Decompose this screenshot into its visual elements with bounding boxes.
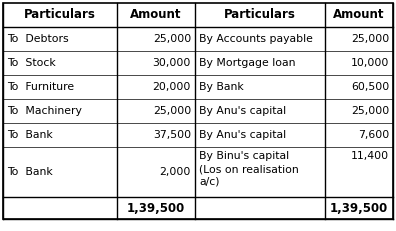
Text: 2,000: 2,000: [160, 167, 191, 177]
Text: 11,400: 11,400: [351, 151, 389, 161]
Text: Particulars: Particulars: [224, 9, 296, 21]
Text: 37,500: 37,500: [153, 130, 191, 140]
Text: By Binu's capital: By Binu's capital: [199, 151, 289, 161]
Text: 7,600: 7,600: [358, 130, 389, 140]
Text: 1,39,500: 1,39,500: [330, 201, 388, 215]
Text: By Anu's capital: By Anu's capital: [199, 130, 286, 140]
Text: 25,000: 25,000: [351, 34, 389, 44]
Text: 25,000: 25,000: [351, 106, 389, 116]
Text: a/c): a/c): [199, 177, 219, 187]
Text: By Mortgage loan: By Mortgage loan: [199, 58, 295, 68]
Text: 25,000: 25,000: [153, 34, 191, 44]
Text: To  Bank: To Bank: [7, 130, 53, 140]
Text: By Anu's capital: By Anu's capital: [199, 106, 286, 116]
Text: 1,39,500: 1,39,500: [127, 201, 185, 215]
Text: To  Machinery: To Machinery: [7, 106, 82, 116]
Text: 60,500: 60,500: [351, 82, 389, 92]
Text: 10,000: 10,000: [350, 58, 389, 68]
Text: Amount: Amount: [333, 9, 385, 21]
Text: 20,000: 20,000: [152, 82, 191, 92]
Text: To  Furniture: To Furniture: [7, 82, 74, 92]
Text: By Accounts payable: By Accounts payable: [199, 34, 313, 44]
Text: (Los on realisation: (Los on realisation: [199, 164, 299, 174]
Text: 25,000: 25,000: [153, 106, 191, 116]
Text: 30,000: 30,000: [152, 58, 191, 68]
Text: Particulars: Particulars: [24, 9, 96, 21]
Text: To  Debtors: To Debtors: [7, 34, 69, 44]
Text: To  Stock: To Stock: [7, 58, 56, 68]
Text: Amount: Amount: [130, 9, 182, 21]
Text: By Bank: By Bank: [199, 82, 244, 92]
Text: To  Bank: To Bank: [7, 167, 53, 177]
